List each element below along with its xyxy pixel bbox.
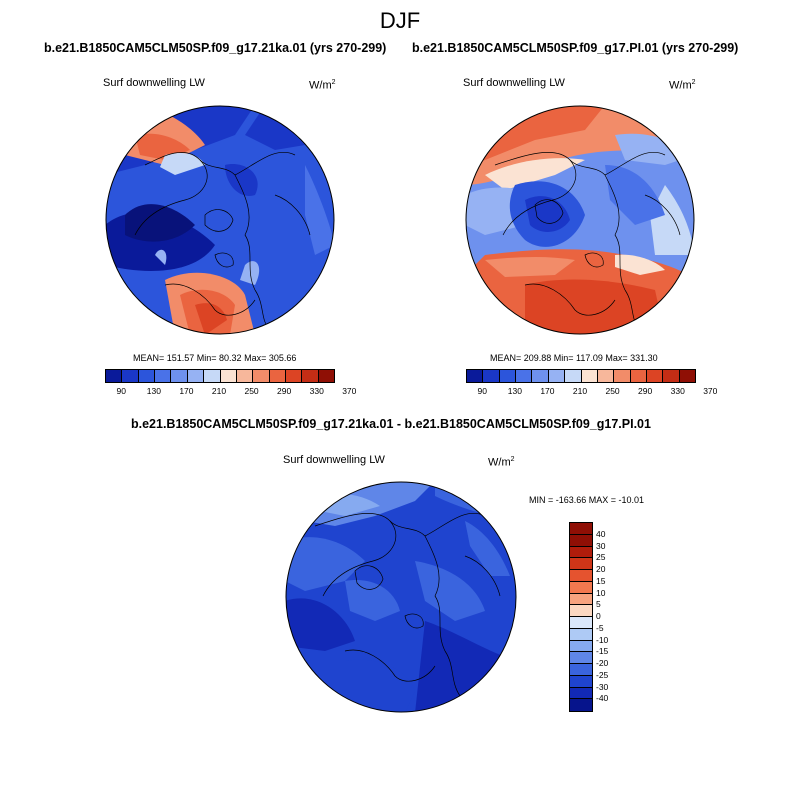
colorbar-swatch: [570, 640, 592, 653]
panel1-units: W/m2: [309, 79, 336, 92]
colorbar-swatch: [499, 370, 517, 382]
colorbar-swatch: [483, 370, 500, 382]
colorbar-swatch: [565, 370, 582, 382]
colorbar-tick-label: -10: [596, 634, 609, 645]
panel3-colorbar: [569, 522, 593, 712]
panel3-units: W/m2: [488, 456, 515, 469]
colorbar-swatch: [630, 370, 647, 382]
colorbar-swatch: [570, 699, 592, 711]
colorbar-tick-label: 170: [179, 386, 194, 396]
colorbar-swatch: [570, 605, 592, 617]
colorbar-swatch: [679, 370, 696, 382]
panel3-polar-map: [285, 481, 517, 713]
colorbar-tick-label: -30: [596, 681, 609, 692]
panel1-stats: MEAN= 151.57 Min= 80.32 Max= 305.66: [133, 353, 297, 363]
colorbar-swatch: [204, 370, 221, 382]
colorbar-swatch: [597, 370, 615, 382]
colorbar-swatch: [171, 370, 188, 382]
colorbar-swatch: [302, 370, 319, 382]
colorbar-tick-label: 90: [477, 386, 488, 396]
colorbar-swatch: [236, 370, 254, 382]
colorbar-swatch: [570, 628, 592, 641]
panel3-case-title: b.e21.B1850CAM5CLM50SP.f09_g17.21ka.01 -…: [131, 417, 651, 431]
panel3-stats: MIN = -163.66 MAX = -10.01: [529, 495, 645, 505]
colorbar-tick-label: 370: [342, 386, 357, 396]
colorbar-swatch: [220, 370, 237, 382]
panel2-polar-map: [465, 105, 695, 335]
colorbar-swatch: [269, 370, 286, 382]
panel1-colorbar: [105, 369, 335, 383]
colorbar-swatch: [570, 687, 592, 700]
colorbar-tick-label: 330: [670, 386, 685, 396]
colorbar-swatch: [570, 558, 592, 570]
colorbar-swatch: [532, 370, 549, 382]
colorbar-swatch: [570, 546, 592, 559]
colorbar-tick-label: 370: [703, 386, 718, 396]
colorbar-swatch: [155, 370, 172, 382]
colorbar-tick-label: 250: [605, 386, 620, 396]
panel1-polar-map: [105, 105, 335, 335]
colorbar-swatch: [570, 675, 592, 688]
colorbar-tick-label: -40: [596, 693, 609, 704]
colorbar-tick-label: 170: [540, 386, 555, 396]
colorbar-tick-label: 5: [596, 599, 601, 610]
panel2-case-title: b.e21.B1850CAM5CLM50SP.f09_g17.PI.01 (yr…: [412, 41, 739, 55]
colorbar-swatch: [614, 370, 631, 382]
colorbar-swatch: [570, 617, 592, 629]
panel2-stats: MEAN= 209.88 Min= 117.09 Max= 331.30: [490, 353, 658, 363]
colorbar-swatch: [253, 370, 270, 382]
panel2-colorbar: [466, 369, 696, 383]
panel2-units: W/m2: [669, 79, 696, 92]
colorbar-tick-label: 0: [596, 611, 601, 621]
colorbar-tick-label: 330: [309, 386, 324, 396]
colorbar-swatch: [581, 370, 598, 382]
colorbar-tick-label: 40: [596, 528, 606, 539]
colorbar-tick-label: 250: [244, 386, 259, 396]
colorbar-tick-label: 90: [116, 386, 127, 396]
colorbar-tick-label: 20: [596, 564, 606, 574]
colorbar-swatch: [187, 370, 205, 382]
colorbar-tick-label: -15: [596, 646, 609, 657]
colorbar-swatch: [570, 652, 592, 664]
page-title: DJF: [379, 8, 421, 33]
colorbar-swatch: [122, 370, 139, 382]
colorbar-swatch: [106, 370, 123, 382]
panel1-variable-label: Surf downwelling LW: [103, 77, 205, 89]
colorbar-tick-label: -5: [596, 622, 604, 633]
colorbar-tick-label: 10: [596, 587, 606, 598]
colorbar-swatch: [467, 370, 484, 382]
colorbar-tick-label: 15: [596, 575, 606, 586]
panel2-variable-label: Surf downwelling LW: [463, 77, 565, 89]
colorbar-tick-label: 30: [596, 540, 606, 551]
colorbar-swatch: [548, 370, 566, 382]
colorbar-swatch: [570, 593, 592, 606]
colorbar-swatch: [646, 370, 664, 382]
colorbar-tick-label: 290: [277, 386, 292, 396]
panel2-colorbar-ticks: 90 130 170 210 250 290 330 370: [466, 386, 718, 398]
colorbar-swatch: [663, 370, 680, 382]
panel1-colorbar-ticks: 90 130 170 210 250 290 330 370: [105, 386, 357, 398]
panel1-case-title: b.e21.B1850CAM5CLM50SP.f09_g17.21ka.01 (…: [44, 41, 387, 55]
colorbar-tick-label: 130: [146, 386, 161, 396]
colorbar-tick-label: 210: [572, 386, 588, 396]
colorbar-tick-label: 25: [596, 552, 606, 563]
colorbar-swatch: [516, 370, 533, 382]
colorbar-tick-label: 210: [211, 386, 227, 396]
colorbar-swatch: [285, 370, 303, 382]
colorbar-swatch: [570, 581, 592, 594]
panel3-colorbar-ticks: 40 30 25 20 15 10 5 0 -5 -10 -15 -20 -25 -30 -40: [596, 522, 636, 710]
colorbar-tick-label: -20: [596, 658, 609, 668]
panel3-variable-label: Surf downwelling LW: [283, 454, 385, 466]
colorbar-swatch: [138, 370, 156, 382]
colorbar-swatch: [570, 664, 592, 676]
colorbar-swatch: [570, 523, 592, 535]
colorbar-swatch: [318, 370, 335, 382]
colorbar-swatch: [570, 570, 592, 582]
colorbar-swatch: [570, 534, 592, 547]
colorbar-tick-label: -25: [596, 669, 609, 680]
colorbar-tick-label: 130: [507, 386, 522, 396]
colorbar-tick-label: 290: [638, 386, 653, 396]
